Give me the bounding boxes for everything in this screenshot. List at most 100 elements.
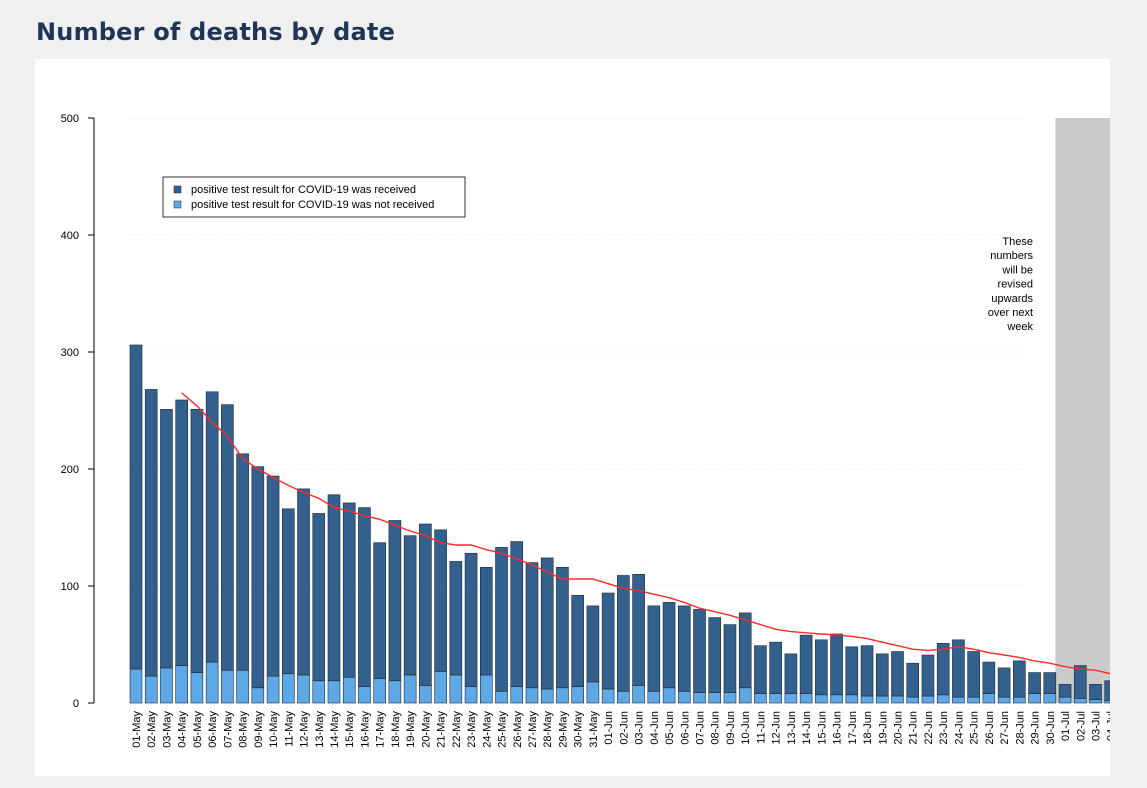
bar-not-received <box>875 695 889 704</box>
x-tick-label: 21-May <box>436 711 448 748</box>
x-tick-label: 23-Jun <box>938 711 950 745</box>
bar-received <box>723 624 737 693</box>
bar-not-received <box>662 687 676 704</box>
x-tick-label: 02-Jul <box>1075 711 1087 741</box>
legend-swatch-received <box>173 185 182 194</box>
y-tick-label: 400 <box>61 230 79 242</box>
x-tick-label: 15-Jun <box>816 711 828 745</box>
bar-received <box>205 391 219 663</box>
x-tick-label: 28-May <box>542 711 554 748</box>
x-tick-label: 27-May <box>527 711 539 748</box>
bar-received <box>251 466 265 689</box>
x-tick-label: 09-May <box>253 711 265 748</box>
bar-not-received <box>891 695 904 704</box>
x-tick-label: 04-May <box>177 711 189 748</box>
annotation-line: will be <box>1001 264 1033 276</box>
bar-received <box>967 651 980 698</box>
bar-received <box>495 547 508 692</box>
x-tick-label: 16-May <box>359 711 371 748</box>
bar-not-received <box>403 674 417 704</box>
x-tick-label: 27-Jun <box>999 711 1011 745</box>
bar-received <box>845 646 859 696</box>
bar-received <box>403 535 417 676</box>
bar-not-received <box>1028 693 1041 704</box>
bar-not-received <box>144 675 158 704</box>
bar-received <box>540 557 554 690</box>
bar-not-received <box>434 671 447 704</box>
y-tick-label: 300 <box>61 347 79 359</box>
x-tick-label: 04-Jun <box>649 711 661 745</box>
x-tick-label: 17-Jun <box>847 711 859 745</box>
bar-received <box>936 643 950 696</box>
bar-received <box>449 561 463 676</box>
page-title: Number of deaths by date <box>36 18 396 46</box>
annotation-line: These <box>1002 236 1033 248</box>
bar-received <box>434 529 447 672</box>
legend-swatch-not-received <box>173 200 182 209</box>
annotation-line: revised <box>998 279 1033 291</box>
bar-received <box>1058 683 1072 698</box>
x-tick-label: 26-May <box>512 711 524 748</box>
bar-received <box>388 520 402 682</box>
bar-not-received <box>1104 700 1110 704</box>
bar-received <box>1104 680 1110 701</box>
x-tick-label: 29-Jun <box>1030 711 1042 745</box>
bar-not-received <box>723 692 737 704</box>
legend-box <box>162 176 466 218</box>
bar-not-received <box>1089 699 1102 704</box>
x-tick-label: 28-Jun <box>1014 711 1026 745</box>
bar-not-received <box>464 686 478 704</box>
bar-not-received <box>952 696 965 704</box>
x-tick-label: 09-Jun <box>725 711 737 745</box>
bar-received <box>693 609 706 693</box>
bar-received <box>997 667 1011 698</box>
annotation-line: over next <box>988 307 1033 319</box>
x-tick-label: 01-Jul <box>1060 711 1072 741</box>
x-tick-label: 21-Jun <box>908 711 920 745</box>
bar-received <box>830 633 843 696</box>
bar-not-received <box>221 669 234 704</box>
x-tick-label: 10-May <box>268 711 280 748</box>
bar-not-received <box>160 667 173 704</box>
shaded-region <box>1055 118 1110 703</box>
x-tick-label: 05-Jun <box>664 711 676 745</box>
bar-not-received <box>799 693 813 704</box>
bar-not-received <box>129 668 143 704</box>
bar-not-received <box>175 665 188 704</box>
bar-received <box>586 605 600 683</box>
bar-not-received <box>738 687 752 704</box>
annotation-line: upwards <box>991 293 1033 305</box>
x-tick-label: 31-May <box>588 711 600 748</box>
annotation-line: week <box>1006 321 1033 333</box>
bar-received <box>419 523 432 686</box>
bar-received <box>647 605 661 692</box>
bar-not-received <box>708 692 722 704</box>
x-tick-label: 19-May <box>405 711 417 748</box>
bar-not-received <box>860 695 874 704</box>
bar-not-received <box>190 672 204 704</box>
bar-not-received <box>967 696 980 704</box>
bar-received <box>342 502 356 678</box>
bar-not-received <box>342 676 356 704</box>
bar-received <box>373 542 386 679</box>
x-tick-label: 13-May <box>314 711 326 748</box>
bar-not-received <box>677 690 691 704</box>
legend-label-not-received: positive test result for COVID-19 was no… <box>191 199 434 211</box>
chart-panel: 0 100 200 300 400 500 01-May 02-May 03-May 04-May… <box>35 59 1110 776</box>
x-tick-label: 18-May <box>390 711 402 748</box>
bar-received <box>282 508 295 675</box>
bar-not-received <box>936 694 950 704</box>
bar-received <box>662 602 676 689</box>
bar-received <box>952 639 965 698</box>
x-tick-label: 30-Jun <box>1045 711 1057 745</box>
x-tick-label: 22-Jun <box>923 711 935 745</box>
x-tick-label: 11-May <box>283 711 295 747</box>
bar-not-received <box>647 690 661 704</box>
bar-not-received <box>982 693 996 704</box>
bar-not-received <box>479 674 493 704</box>
bar-not-received <box>358 686 371 704</box>
bar-received <box>479 566 493 676</box>
x-tick-label: 19-Jun <box>877 711 889 745</box>
bar-received <box>266 475 280 677</box>
x-tick-label: 07-Jun <box>695 711 707 745</box>
